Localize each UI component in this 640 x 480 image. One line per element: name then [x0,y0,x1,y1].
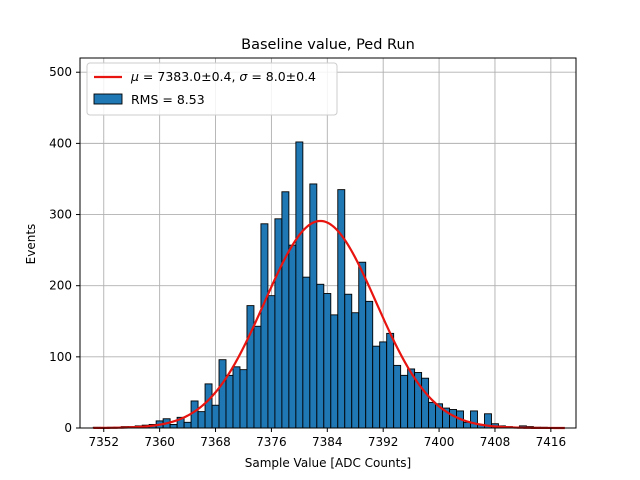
y-tick-label: 200 [49,279,72,293]
histogram-bar [246,305,255,429]
x-tick-label: 7376 [256,435,287,449]
legend-histogram-swatch [93,93,123,105]
histogram-bar [260,223,269,429]
chart-title: Baseline value, Ped Run [241,37,415,53]
x-tick-label: 7352 [88,435,119,449]
histogram-bar [386,332,395,429]
histogram-bar [253,325,262,429]
x-tick-label: 7368 [200,435,231,449]
legend-sigma-value: = 8.0±0.4 [247,69,316,84]
histogram-bar [400,374,409,429]
axis-ticks: 7352 7360 7368 7376 7384 7392 7400 7408 7416 0 100… [49,65,566,449]
legend-histogram-label: RMS = 8.53 [131,92,205,107]
plot-area: 7352 7360 7368 7376 7384 7392 7400 7408 7416 0 100… [49,57,577,449]
histogram-bar [393,364,402,429]
legend: μ = 7383.0±0.4, σ = 8.0±0.4 RMS = 8.53 [86,62,338,116]
histogram-bar [225,374,234,429]
x-tick-label: 7408 [480,435,511,449]
histogram-bar [197,411,206,429]
histogram-bar [239,369,248,429]
histogram-bar [470,410,478,429]
histogram-bar [330,314,339,429]
legend-fit-label: μ = 7383.0±0.4, σ = 8.0±0.4 [130,69,316,84]
histogram-bar [428,401,437,429]
x-tick-label: 7360 [144,435,175,449]
histogram-bar [281,191,290,429]
histogram-bar [183,421,192,429]
histogram-bar [169,423,178,429]
histogram-bar [232,366,241,429]
x-tick-label: 7392 [368,435,399,449]
legend-mu-symbol: μ [130,69,139,84]
histogram-bar [372,345,381,429]
y-tick-label: 300 [49,208,72,222]
histogram-bar [295,141,304,429]
y-tick-label: 0 [64,421,72,435]
histogram-bar [316,283,325,429]
histogram-bar [204,383,213,429]
histogram-bar [449,409,457,429]
histogram-bar [267,295,276,429]
x-tick-label: 7384 [312,435,343,449]
x-tick-label: 7400 [424,435,455,449]
histogram-bar [351,312,360,429]
histogram-bar [337,189,346,429]
histogram-bar [344,293,353,429]
histogram-bar [323,293,332,429]
histogram-bar [190,400,199,429]
histogram-bar [302,276,311,429]
y-axis-label: Events [24,224,38,265]
histogram-bar [211,404,220,429]
y-tick-label: 500 [49,65,72,79]
y-tick-label: 100 [49,350,72,364]
axes-frame [79,57,577,429]
y-tick-label: 400 [49,136,72,150]
histogram-bar [288,244,297,429]
legend-box [86,62,338,116]
legend-mu-value: = 7383.0±0.4, [139,69,239,84]
gaussian-fit-curve [93,219,565,430]
x-tick-label: 7416 [536,435,567,449]
x-axis-label: Sample Value [ADC Counts] [245,456,411,470]
histogram-bar [274,218,283,429]
histogram-bar [365,300,374,429]
histogram-bar [218,359,227,429]
histogram-bar [358,261,367,429]
legend-sigma-symbol: σ [239,69,248,84]
histogram-bar [379,341,388,429]
histogram-bar [421,377,430,429]
